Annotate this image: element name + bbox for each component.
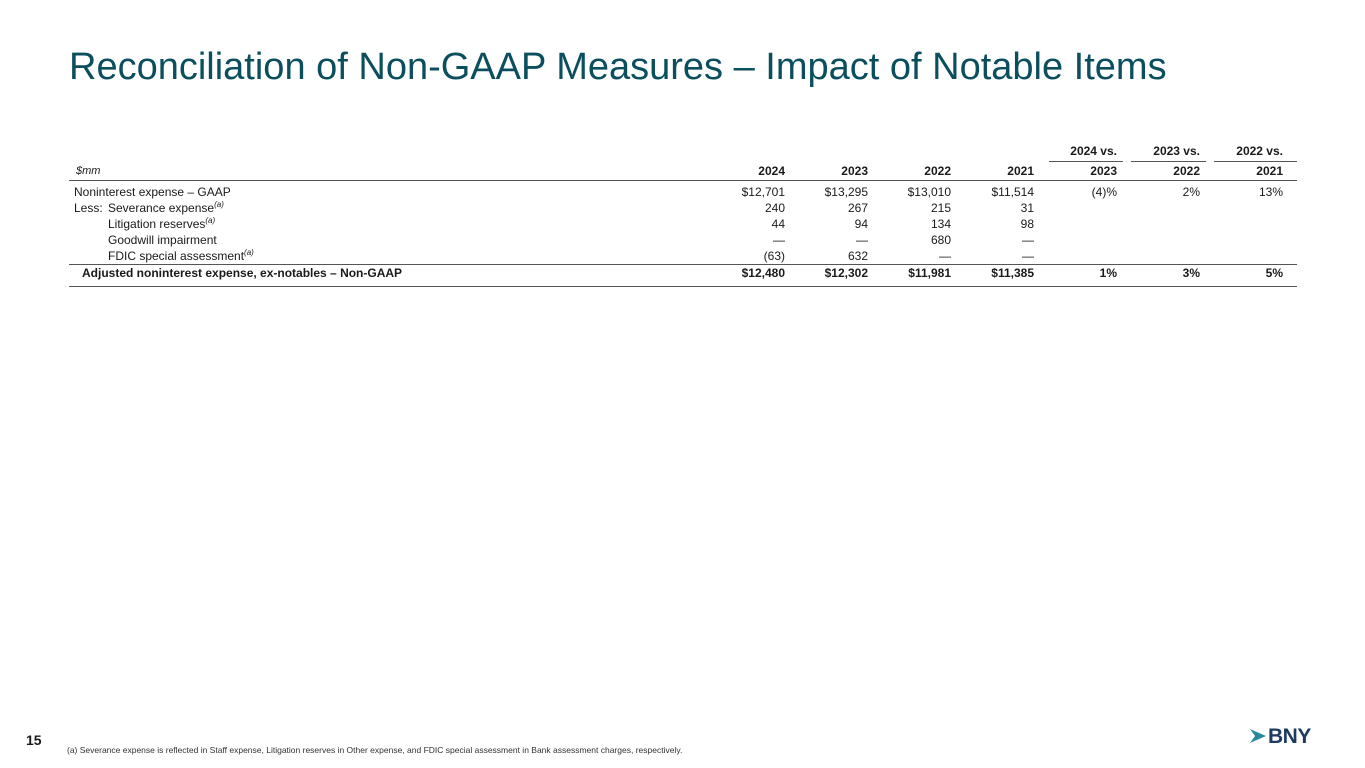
table-cell: $12,302 xyxy=(824,266,868,280)
row-label-wrap: FDIC special assessment(a) xyxy=(108,249,254,264)
table-row: Goodwill impairment — — 680 — xyxy=(69,233,1297,248)
table-header-year-row: $mm 2024 2023 2022 2021 2023 2022 2021 xyxy=(69,164,1297,179)
header-compare-2023: 2023 vs. xyxy=(1153,144,1200,158)
table-row: FDIC special assessment(a) (63) 632 — — xyxy=(69,249,1297,264)
table-cell: 632 xyxy=(847,249,868,263)
header-rule xyxy=(69,180,1297,181)
table-cell: (4)% xyxy=(1091,185,1117,199)
table-cell: — xyxy=(1022,249,1034,263)
header-year: 2021 xyxy=(1007,164,1034,178)
header-underline-1 xyxy=(1049,161,1123,162)
row-label: Severance expense xyxy=(108,201,215,215)
header-year: 2022 xyxy=(1173,164,1200,178)
page-title: Reconciliation of Non-GAAP Measures – Im… xyxy=(69,46,1167,88)
table-cell: — xyxy=(773,233,785,247)
row-label: Noninterest expense – GAAP xyxy=(74,185,231,199)
chevron-mark-icon xyxy=(1250,729,1266,743)
footnote-ref: (a) xyxy=(214,200,224,209)
row-label: Litigation reserves xyxy=(108,217,206,231)
table-cell: 44 xyxy=(771,217,785,231)
logo-text: BNY xyxy=(1268,725,1311,748)
header-year: 2023 xyxy=(1090,164,1117,178)
table-cell: $11,514 xyxy=(991,185,1035,199)
table-cell: 98 xyxy=(1020,217,1034,231)
table-cell: — xyxy=(856,233,868,247)
table-cell: 134 xyxy=(930,217,951,231)
table-cell: 240 xyxy=(764,201,785,215)
unit-label: $mm xyxy=(76,165,101,177)
footnote-ref: (a) xyxy=(205,216,216,225)
row-label: FDIC special assessment xyxy=(108,249,245,263)
table-cell: 2% xyxy=(1182,185,1200,199)
table-cell: $12,480 xyxy=(741,266,785,280)
table-cell: 215 xyxy=(930,201,951,215)
table-cell: 94 xyxy=(854,217,868,231)
header-year: 2024 xyxy=(758,164,785,178)
table-row: Noninterest expense – GAAP $12,701 $13,2… xyxy=(69,185,1297,200)
total-label: Adjusted noninterest expense, ex-notable… xyxy=(82,266,403,280)
table-cell: 3% xyxy=(1182,266,1200,280)
page-number: 15 xyxy=(26,732,42,748)
header-compare-2024: 2024 vs. xyxy=(1070,144,1117,158)
header-year: 2022 xyxy=(924,164,951,178)
table-row: Litigation reserves(a) 44 94 134 98 xyxy=(69,217,1297,232)
table-cell: 267 xyxy=(847,201,868,215)
table-cell: $12,701 xyxy=(741,185,785,199)
table-cell: $13,010 xyxy=(907,185,951,199)
table-cell: — xyxy=(1022,233,1034,247)
table-cell: $13,295 xyxy=(824,185,868,199)
table-cell: — xyxy=(939,249,951,263)
header-year: 2021 xyxy=(1256,164,1283,178)
row-label-wrap: Litigation reserves(a) xyxy=(108,217,215,232)
table-cell: 5% xyxy=(1265,266,1283,280)
table-cell: $11,981 xyxy=(908,266,951,280)
table-cell: $11,385 xyxy=(991,266,1034,280)
header-year: 2023 xyxy=(841,164,868,178)
table-cell: 31 xyxy=(1020,201,1034,215)
table-cell: (63) xyxy=(763,249,785,263)
table-cell: 13% xyxy=(1258,185,1283,199)
table-row: Less: Severance expense(a) 240 267 215 3… xyxy=(69,201,1297,216)
table-total-row: Adjusted noninterest expense, ex-notable… xyxy=(69,266,1297,281)
table-cell: 680 xyxy=(930,233,951,247)
header-underline-2 xyxy=(1131,161,1206,162)
table-header-compare-row: 2024 vs. 2023 vs. 2022 vs. xyxy=(69,144,1297,159)
table-cell: 1% xyxy=(1099,266,1117,280)
header-compare-2022: 2022 vs. xyxy=(1236,144,1283,158)
bny-logo: BNY xyxy=(1248,725,1332,748)
footnote-ref: (a) xyxy=(244,248,254,257)
row-label-wrap: Severance expense(a) xyxy=(108,201,224,216)
row-label: Goodwill impairment xyxy=(108,233,217,247)
footnote: (a) Severance expense is reflected in St… xyxy=(67,745,683,755)
total-bottom-rule xyxy=(69,286,1297,287)
header-underline-3 xyxy=(1214,161,1297,162)
total-top-rule xyxy=(69,264,1297,265)
row-prefix: Less: xyxy=(74,201,103,215)
